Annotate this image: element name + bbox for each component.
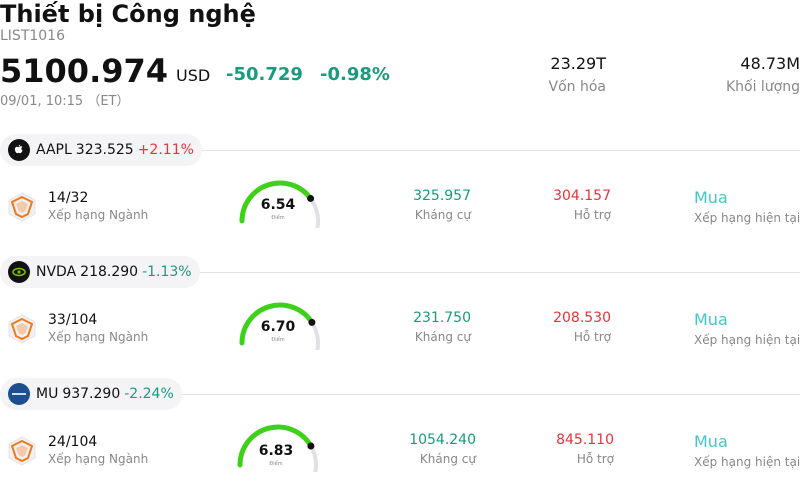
score-gauge: 6.83 Điểm bbox=[236, 422, 326, 488]
stock-row-mu: MU 937.290 -2.24% 24/104 Xếp hạng Ngành 6.83 Đ… bbox=[0, 378, 800, 488]
support-metric: 304.157 Hỗ trợ bbox=[553, 188, 611, 222]
row-divider bbox=[198, 272, 800, 273]
stock-change-pct: -1.13% bbox=[142, 264, 192, 280]
row-divider bbox=[178, 394, 800, 395]
stock-pill[interactable]: NVDA 218.290 -1.13% bbox=[0, 256, 200, 288]
market-cap-value: 23.29T bbox=[550, 54, 606, 73]
score-label: Điểm bbox=[271, 337, 285, 343]
rank-badge-icon bbox=[8, 192, 36, 222]
currency-label: USD bbox=[176, 66, 211, 85]
apple-icon bbox=[8, 139, 30, 161]
stock-price: 218.290 bbox=[80, 264, 139, 280]
rating-value: Mua bbox=[694, 188, 728, 207]
stock-symbol: NVDA bbox=[36, 264, 77, 280]
rank-badge-icon bbox=[8, 436, 36, 466]
industry-rank-label: Xếp hạng Ngành bbox=[48, 208, 149, 222]
rank-badge-icon bbox=[8, 314, 36, 344]
score-gauge: 6.70 Điểm bbox=[238, 300, 328, 370]
stock-price: 323.525 bbox=[75, 142, 134, 158]
support-label: Hỗ trợ bbox=[576, 452, 614, 466]
current-rating: Mua Xếp hạng hiện tại bbox=[694, 188, 800, 225]
volume-stat: 48.73M Khối lượng bbox=[726, 54, 800, 95]
industry-rank-value: 33/104 bbox=[48, 312, 98, 328]
stock-row-nvda: NVDA 218.290 -1.13% 33/104 Xếp hạng Ngành 6.7… bbox=[0, 256, 800, 376]
price-change: -50.729 bbox=[226, 64, 303, 85]
volume-label: Khối lượng bbox=[725, 79, 800, 95]
resistance-metric: 1054.240 Kháng cự bbox=[409, 432, 476, 466]
stock-pill[interactable]: AAPL 323.525 +2.11% bbox=[0, 134, 202, 166]
nvidia-icon bbox=[8, 261, 30, 283]
industry-rank-label: Xếp hạng Ngành bbox=[48, 452, 149, 466]
market-cap-label: Vốn hóa bbox=[548, 79, 606, 95]
stock-price: 937.290 bbox=[62, 386, 121, 402]
timestamp: 09/01, 10:15 （ET） bbox=[0, 94, 130, 109]
index-price: 5100.974 bbox=[0, 52, 169, 90]
support-value: 304.157 bbox=[553, 188, 611, 204]
support-metric: 845.110 Hỗ trợ bbox=[556, 432, 614, 466]
resistance-label: Kháng cự bbox=[414, 208, 471, 222]
industry-rank-value: 24/104 bbox=[48, 434, 98, 450]
stock-change-pct: +2.11% bbox=[137, 142, 194, 158]
score-value: 6.70 bbox=[260, 319, 296, 335]
stock-change-pct: -2.24% bbox=[124, 386, 174, 402]
resistance-value: 1054.240 bbox=[409, 432, 476, 448]
volume-value: 48.73M bbox=[740, 54, 800, 73]
score-gauge: 6.54 Điểm bbox=[238, 178, 328, 248]
score-value: 6.83 bbox=[258, 443, 294, 459]
score-label: Điểm bbox=[271, 215, 285, 221]
score-label: Điểm bbox=[269, 461, 283, 467]
resistance-value: 325.957 bbox=[413, 188, 471, 204]
score-value: 6.54 bbox=[260, 197, 296, 213]
list-code: LIST1016 bbox=[0, 28, 65, 44]
rating-value: Mua bbox=[694, 310, 728, 329]
resistance-value: 231.750 bbox=[413, 310, 471, 326]
current-rating: Mua Xếp hạng hiện tại bbox=[694, 310, 800, 347]
page-title: Thiết bị Công nghệ bbox=[0, 0, 256, 28]
micron-icon bbox=[8, 383, 30, 405]
support-metric: 208.530 Hỗ trợ bbox=[553, 310, 611, 344]
support-label: Hỗ trợ bbox=[573, 208, 611, 222]
support-value: 208.530 bbox=[553, 310, 611, 326]
stock-row-aapl: AAPL 323.525 +2.11% 14/32 Xếp hạng Ngành 6.54… bbox=[0, 134, 800, 254]
stock-pill[interactable]: MU 937.290 -2.24% bbox=[0, 378, 182, 410]
price-change-pct: -0.98% bbox=[320, 64, 390, 85]
resistance-label: Kháng cự bbox=[419, 452, 476, 466]
rating-value: Mua bbox=[694, 432, 728, 451]
market-cap-stat: 23.29T Vốn hóa bbox=[549, 54, 606, 95]
resistance-metric: 231.750 Kháng cự bbox=[413, 310, 471, 344]
stock-symbol: MU bbox=[36, 386, 59, 402]
resistance-label: Kháng cự bbox=[414, 330, 471, 344]
stock-symbol: AAPL bbox=[36, 142, 72, 158]
support-label: Hỗ trợ bbox=[573, 330, 611, 344]
current-rating: Mua Xếp hạng hiện tại bbox=[694, 432, 800, 469]
rating-label: Xếp hạng hiện tại bbox=[694, 455, 800, 469]
support-value: 845.110 bbox=[556, 432, 614, 448]
resistance-metric: 325.957 Kháng cự bbox=[413, 188, 471, 222]
industry-rank-label: Xếp hạng Ngành bbox=[48, 330, 149, 344]
rating-label: Xếp hạng hiện tại bbox=[694, 211, 800, 225]
rating-label: Xếp hạng hiện tại bbox=[694, 333, 800, 347]
industry-rank-value: 14/32 bbox=[48, 190, 89, 206]
row-divider bbox=[200, 150, 800, 151]
